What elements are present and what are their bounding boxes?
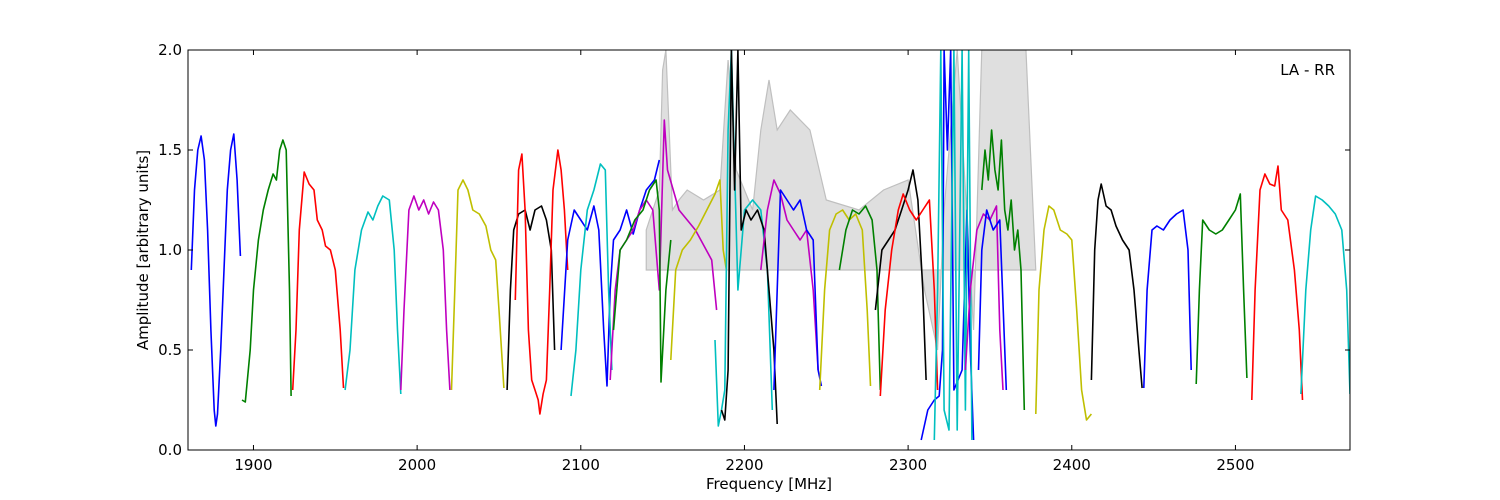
- series-line-12: [612, 179, 672, 383]
- y-tick-label: 0.0: [158, 441, 182, 459]
- series-line-28: [1090, 183, 1143, 389]
- series-line-2: [241, 139, 292, 403]
- x-tick-label: 2000: [398, 456, 436, 474]
- x-tick-label: 1900: [234, 456, 272, 474]
- x-axis-label: Frequency [MHz]: [706, 475, 832, 493]
- series-line-1: [190, 133, 242, 427]
- series-layer: [190, 50, 1350, 441]
- series-line-5: [400, 195, 451, 391]
- plot-annotation: LA - RR: [1280, 61, 1335, 79]
- series-line-27: [1035, 205, 1093, 421]
- series-line-31: [1251, 165, 1304, 401]
- series-line-4: [344, 195, 402, 395]
- series-line-29: [1143, 209, 1192, 389]
- series-line-7: [506, 205, 556, 391]
- y-tick-label: 2.0: [158, 41, 182, 59]
- series-line-17: [773, 189, 823, 391]
- series-line-21: [879, 193, 939, 397]
- series-line-18: [818, 209, 872, 391]
- y-axis-label: Amplitude [arbitrary units]: [134, 150, 152, 350]
- series-line-26: [977, 209, 1008, 391]
- series-line-23: [933, 50, 973, 441]
- x-tick-label: 2200: [725, 456, 763, 474]
- series-line-16: [760, 179, 819, 371]
- series-line-8: [514, 149, 569, 415]
- y-tick-label: 1.0: [158, 241, 182, 259]
- series-line-32: [1300, 195, 1350, 395]
- axis-ticks: 1900 2000 2100 2200 2300 2400 2500 0.0 0.5 1.0 1.5…: [158, 41, 1350, 474]
- series-line-25: [981, 129, 1026, 411]
- series-line-6: [450, 179, 505, 391]
- series-line-30: [1195, 193, 1248, 385]
- background-trace: [645, 50, 1037, 351]
- series-line-10: [570, 163, 613, 397]
- x-tick-label: 2400: [1053, 456, 1091, 474]
- series-line-3: [291, 171, 345, 391]
- series-line-24: [964, 205, 1004, 391]
- x-tick-label: 2500: [1216, 456, 1254, 474]
- y-tick-label: 0.5: [158, 341, 182, 359]
- y-tick-label: 1.5: [158, 141, 182, 159]
- series-line-19: [838, 205, 882, 391]
- background-trace-layer: [645, 50, 1037, 351]
- series-line-13: [670, 179, 728, 361]
- series-line-9: [560, 159, 661, 387]
- x-tick-label: 2100: [562, 456, 600, 474]
- series-line-15: [720, 50, 778, 425]
- x-tick-label: 2300: [889, 456, 927, 474]
